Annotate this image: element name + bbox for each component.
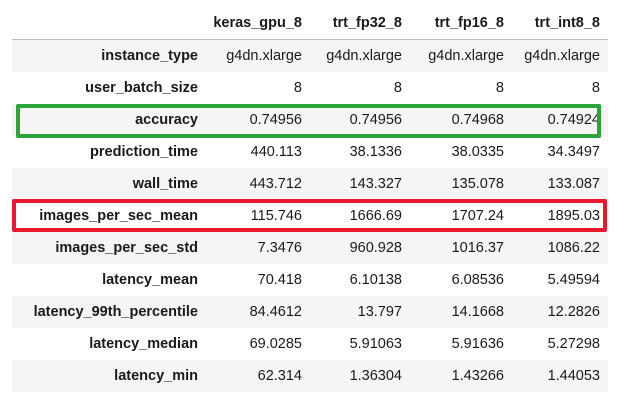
table-cell: 14.1668	[451, 304, 504, 320]
table-cell: 1016.37	[451, 240, 504, 256]
table-cell: 8	[495, 80, 504, 96]
row-label: user_batch_size	[85, 80, 198, 96]
row-label: images_per_sec_mean	[39, 208, 198, 224]
row-label: wall_time	[132, 176, 198, 192]
table-cell: 960.928	[349, 240, 402, 256]
column-header: trt_int8_8	[512, 7, 608, 40]
table-cell: 1086.22	[547, 240, 600, 256]
row-label: latency_min	[114, 368, 198, 384]
table-row: images_per_sec_mean 115.746 1666.69 1707…	[12, 200, 608, 232]
table-cell: g4dn.xlarge	[524, 48, 600, 64]
table-cell: 62.314	[257, 368, 302, 384]
table-cell: 8	[393, 80, 402, 96]
results-table: keras_gpu_8 trt_fp32_8 trt_fp16_8 trt_in…	[12, 7, 608, 392]
row-label: instance_type	[101, 48, 198, 64]
table-cell: 38.0335	[451, 144, 504, 160]
table-cell: 84.4612	[249, 304, 302, 320]
table-cell: 1895.03	[547, 208, 600, 224]
table-cell: 135.078	[451, 176, 504, 192]
table-row: latency_mean 70.418 6.10138 6.08536 5.49…	[12, 264, 608, 296]
table-cell: 440.113	[250, 144, 302, 160]
table-row: user_batch_size 8 8 8 8	[12, 72, 608, 104]
table-cell: g4dn.xlarge	[428, 48, 504, 64]
table-cell: 5.91636	[451, 336, 504, 352]
table-cell: 0.74956	[249, 112, 302, 128]
table-row: wall_time 443.712 143.327 135.078 133.08…	[12, 168, 608, 200]
table-cell: 443.712	[249, 176, 302, 192]
table-cell: 8	[293, 80, 302, 96]
table-row: latency_median 69.0285 5.91063 5.91636 5…	[12, 328, 608, 360]
table-row: images_per_sec_std 7.3476 960.928 1016.3…	[12, 232, 608, 264]
table-cell: 0.74968	[451, 112, 504, 128]
table-row: latency_99th_percentile 84.4612 13.797 1…	[12, 296, 608, 328]
table-cell: 5.91063	[349, 336, 402, 352]
table-cell: 13.797	[357, 304, 402, 320]
row-label: accuracy	[135, 112, 198, 128]
table-cell: 1707.24	[451, 208, 504, 224]
row-label: latency_mean	[102, 272, 198, 288]
table-cell: g4dn.xlarge	[326, 48, 402, 64]
table-cell: 7.3476	[257, 240, 302, 256]
table-cell: 1666.69	[349, 208, 402, 224]
table-cell: 0.74956	[349, 112, 402, 128]
column-header: trt_fp16_8	[410, 7, 512, 40]
column-header: trt_fp32_8	[310, 7, 410, 40]
table-cell: 5.49594	[547, 272, 600, 288]
table-cell: 6.10138	[349, 272, 402, 288]
table-row: instance_type g4dn.xlarge g4dn.xlarge g4…	[12, 39, 608, 72]
row-label: images_per_sec_std	[55, 240, 198, 256]
index-header	[12, 7, 210, 40]
header-row: keras_gpu_8 trt_fp32_8 trt_fp16_8 trt_in…	[12, 7, 608, 40]
table-cell: 1.36304	[349, 368, 402, 384]
table-cell: 8	[591, 80, 600, 96]
table-cell: 12.2826	[547, 304, 600, 320]
column-header: keras_gpu_8	[210, 7, 310, 40]
table-cell: 6.08536	[451, 272, 504, 288]
table-row: accuracy 0.74956 0.74956 0.74968 0.74924	[12, 104, 608, 136]
row-label: latency_median	[89, 336, 198, 352]
table-cell: 5.27298	[547, 336, 600, 352]
table-cell: 0.74924	[547, 112, 600, 128]
table-cell: 115.746	[250, 208, 302, 224]
row-label: latency_99th_percentile	[33, 304, 198, 320]
table-cell: 38.1336	[349, 144, 402, 160]
table-cell: 69.0285	[249, 336, 302, 352]
table-cell: g4dn.xlarge	[226, 48, 302, 64]
row-label: prediction_time	[90, 144, 198, 160]
table-row: latency_min 62.314 1.36304 1.43266 1.440…	[12, 360, 608, 392]
table-cell: 34.3497	[547, 144, 600, 160]
table-cell: 143.327	[349, 176, 402, 192]
table-cell: 133.087	[547, 176, 600, 192]
table-cell: 1.43266	[451, 368, 504, 384]
table-row: prediction_time 440.113 38.1336 38.0335 …	[12, 136, 608, 168]
table-cell: 70.418	[257, 272, 302, 288]
table-cell: 1.44053	[547, 368, 600, 384]
